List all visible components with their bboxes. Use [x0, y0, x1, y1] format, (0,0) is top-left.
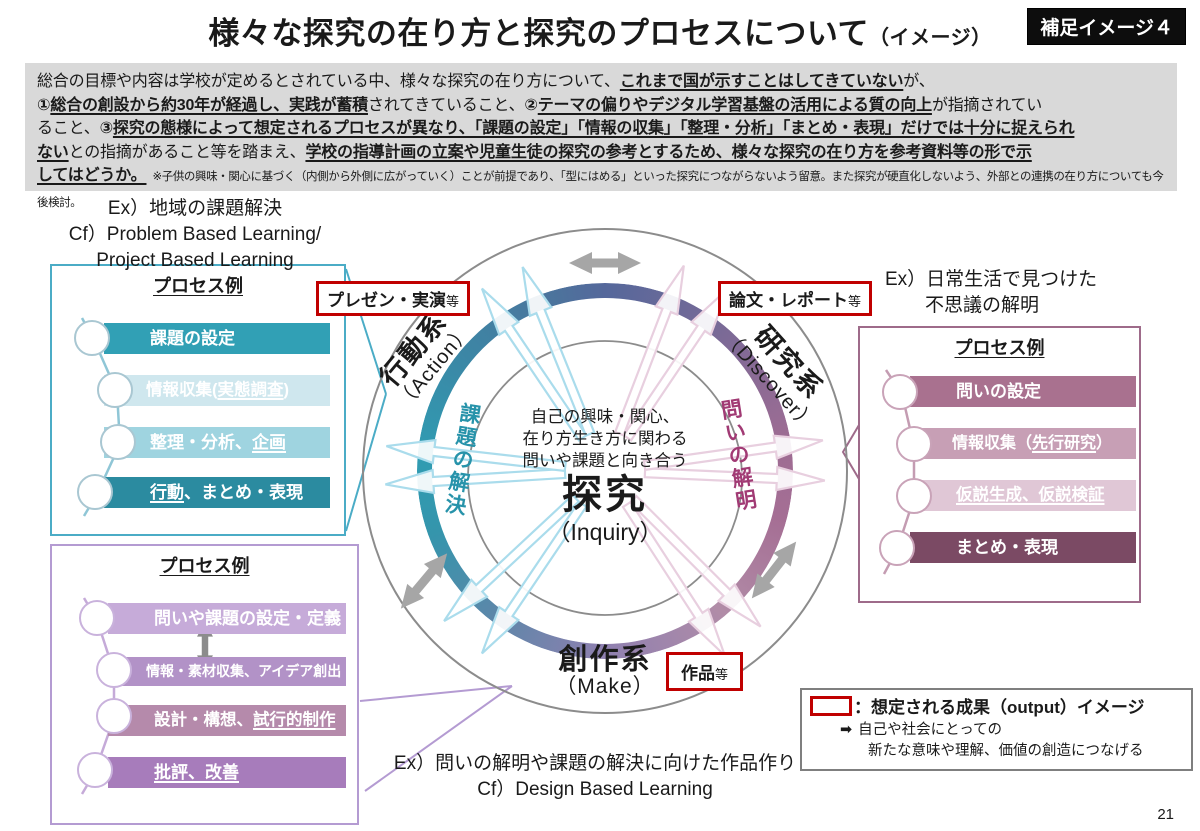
process-step: 設計・構想、試行的制作: [108, 705, 346, 736]
discover-example-caption: Ex）日常生活で見つけた 不思議の解明: [885, 267, 1145, 319]
step-circle: [74, 320, 110, 356]
process-box-title: プロセス例: [159, 556, 250, 576]
center-line: 問いや課題と向き合う: [522, 452, 688, 470]
process-step: 問いや課題の設定・定義: [108, 603, 346, 634]
process-box-make: プロセス例 問いや課題の設定・定義 情報・素材収集、アイデア創出 設計・構想、試…: [50, 544, 359, 825]
step-circle: [77, 752, 113, 788]
page-number: 21: [1157, 806, 1174, 823]
caption-line: 不思議の解明: [925, 295, 1040, 316]
output-label-presentation: プレゼン・実演等: [316, 281, 471, 316]
step-circle: [100, 424, 136, 460]
caption-line: Cf）Design Based Learning: [477, 779, 713, 800]
double-arrow-icon: [743, 535, 805, 605]
inquiry-title: 探究: [562, 473, 648, 517]
discover-box-connector: [841, 424, 860, 480]
process-box-title: プロセス例: [153, 276, 243, 296]
legend-line-1: ➡ 自己や社会にとっての: [840, 722, 1002, 738]
step-circle: [96, 698, 132, 734]
process-box-title: プロセス例: [954, 338, 1045, 358]
page-title: 様々な探究の在り方と探究のプロセスについて（イメージ）: [208, 16, 992, 51]
caption-line: Ex）地域の課題解決: [107, 198, 283, 219]
step-circle: [77, 474, 113, 510]
process-box-discover: プロセス例 問いの設定 情報収集（先行研究） 仮説生成、仮説検証 まとめ・表現: [858, 326, 1141, 603]
summary-line-5: してはどうか。 ※子供の興味・関心に基づく（内側から外側に広がっていく）ことが前提…: [37, 167, 1164, 209]
summary-panel: 総合の目標や内容は学校が定めるとされている中、様々な探究の在り方について、これま…: [25, 63, 1177, 209]
step-circle: [882, 374, 918, 410]
step-circle: [96, 652, 132, 688]
center-line: 在り方生き方に関わる: [522, 430, 688, 448]
process-step: 情報収集(実態調査): [104, 375, 330, 406]
step-circle: [896, 478, 932, 514]
summary-line-3: ること、③探究の態様によって想定されるプロセスが異なり、「課題の設定」「情報の収…: [37, 120, 1075, 137]
caption-line: Ex）日常生活で見つけた: [885, 269, 1098, 290]
process-step: 情報・素材収集、アイデア創出: [108, 657, 346, 686]
summary-footnote: ※子供の興味・関心に基づく（内側から外側に広がっていく）ことが前提であり、「型に…: [37, 171, 1164, 209]
center-line: 自己の興味・関心、: [530, 408, 680, 426]
make-system-en: （Make）: [555, 675, 655, 698]
outer-circle: [362, 228, 848, 714]
make-system-label: 創作系 （Make）: [520, 645, 690, 699]
step-circle: [896, 426, 932, 462]
summary-line-4: ないとの指摘があること等を踏まえ、学校の指導計画の立案や児童生徒の探究の参考とす…: [37, 143, 1032, 161]
output-label-report: 論文・レポート等: [718, 281, 873, 316]
process-box-action: プロセス例 課題の設定 情報収集(実態調査) 整理・分析、企画 行動、まとめ・表…: [50, 264, 346, 536]
step-circle: [79, 600, 115, 636]
process-step: 批評、改善: [108, 757, 346, 788]
caption-line: Cf）Problem Based Learning/: [68, 224, 322, 245]
output-label-work: 作品等: [666, 652, 744, 691]
make-example-caption: Ex）問いの解明や課題の解決に向けた作品作り Cf）Design Based L…: [375, 751, 815, 803]
output-swatch-icon: [810, 696, 852, 716]
legend-label: ：想定される成果（output）イメージ: [854, 698, 1145, 717]
process-step: 課題の設定: [104, 323, 330, 354]
supplement-badge: 補足イメージ４: [1027, 8, 1186, 45]
inquiry-subtitle: （Inquiry）: [547, 519, 663, 545]
double-arrow-icon: [392, 546, 455, 615]
inquiry-center-text: 自己の興味・関心、 在り方生き方に関わる 問いや課題と向き合う 探究 （Inqu…: [495, 406, 715, 546]
process-step: 問いの設定: [910, 376, 1136, 407]
page-title-suffix: （イメージ）: [868, 27, 992, 49]
caption-line: Project Based Learning: [96, 250, 294, 271]
double-arrow-icon: [569, 252, 641, 274]
right-arrow-icon: ➡: [840, 722, 853, 738]
process-step: 整理・分析、企画: [104, 427, 330, 458]
process-step: 仮説生成、仮説検証: [910, 480, 1136, 511]
process-step: まとめ・表現: [910, 532, 1136, 563]
legend-box: ：想定される成果（output）イメージ ➡ 自己や社会にとっての 新たな意味や理…: [800, 688, 1193, 771]
caption-line: Ex）問いの解明や課題の解決に向けた作品作り: [393, 753, 797, 774]
legend-title-row: ：想定される成果（output）イメージ: [810, 696, 1183, 720]
make-box-connector: [359, 685, 513, 792]
summary-line-2: ①総合の創設から約30年が経過し、実践が蓄積されてきていること、②テーマの偏りや…: [37, 96, 1043, 114]
process-step: 情報収集（先行研究）: [910, 428, 1136, 459]
legend-line-2: 新たな意味や理解、価値の創造につなげる: [868, 743, 1144, 759]
summary-line-1: 総合の目標や内容は学校が定めるとされている中、様々な探究の在り方について、これま…: [37, 73, 935, 90]
process-step: 行動、まとめ・表現: [104, 477, 330, 508]
make-system-name: 創作系: [558, 644, 652, 676]
step-circle: [97, 372, 133, 408]
step-circle: [879, 530, 915, 566]
action-example-caption: Ex）地域の課題解決 Cf）Problem Based Learning/ Pr…: [40, 196, 350, 274]
